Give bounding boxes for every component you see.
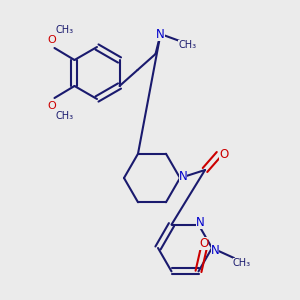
Text: CH₃: CH₃ xyxy=(233,258,251,268)
Text: O: O xyxy=(47,35,56,45)
Text: CH₃: CH₃ xyxy=(178,40,196,50)
Text: CH₃: CH₃ xyxy=(56,111,74,121)
Text: N: N xyxy=(211,244,219,256)
Text: O: O xyxy=(219,148,229,160)
Text: N: N xyxy=(156,28,165,40)
Text: O: O xyxy=(199,237,208,250)
Text: N: N xyxy=(196,216,205,229)
Text: CH₃: CH₃ xyxy=(56,25,74,35)
Text: N: N xyxy=(178,169,188,182)
Text: O: O xyxy=(47,101,56,111)
